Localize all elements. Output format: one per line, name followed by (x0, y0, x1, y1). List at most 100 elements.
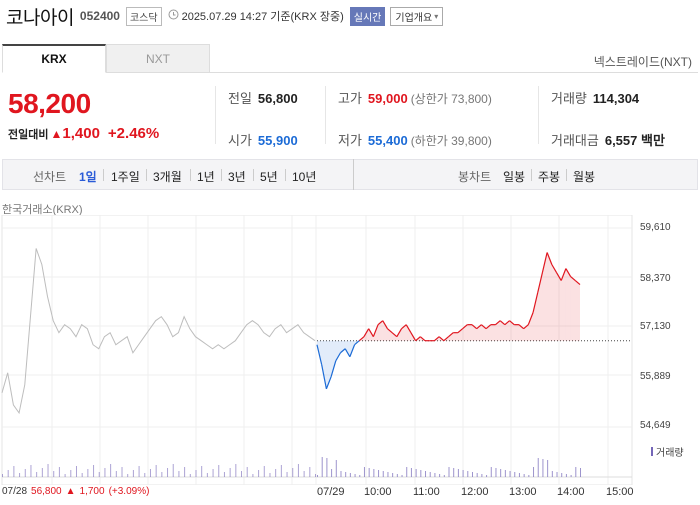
volume-bar (533, 467, 535, 477)
volume-bar (382, 471, 384, 477)
volume-bar (75, 466, 77, 477)
x-tick: 12:00 (461, 486, 489, 498)
up-triangle-icon: ▲ (65, 486, 76, 497)
volume-bar (420, 470, 422, 477)
today-line-segment (372, 324, 379, 337)
today-line-segment (330, 360, 337, 377)
company-info-button[interactable]: 기업개요 ▾ (390, 6, 444, 26)
period-10y[interactable]: 10년 (292, 170, 317, 184)
period-daily[interactable]: 일봉 (503, 170, 526, 184)
divider (221, 169, 222, 181)
volume-bar (500, 469, 502, 477)
today-fill-segment (345, 340, 350, 357)
volume-bar (561, 473, 563, 477)
volume-bar (24, 469, 26, 477)
volume-bar (331, 469, 333, 477)
today-fill-segment (523, 324, 529, 341)
up-triangle-icon: ▲ (50, 127, 63, 141)
today-line-segment (485, 324, 492, 330)
volume-bar (206, 473, 208, 477)
candle-chart-label: 봉차트 (458, 170, 492, 184)
volume-bars (2, 457, 632, 478)
volume-bar (528, 475, 530, 477)
period-3m[interactable]: 3개월 (153, 170, 182, 184)
today-line-segment (434, 336, 440, 342)
today-line-segment (405, 324, 412, 333)
divider (103, 169, 104, 181)
high-price: 고가 59,000 (상한가 73,800) (338, 88, 492, 107)
y-tick: 58,370 (640, 273, 671, 284)
chart-series-lines (1, 248, 581, 415)
volume-bar (161, 472, 163, 477)
today-fill-segment (575, 280, 580, 341)
change-amount: 1,400 (62, 125, 100, 142)
high-label: 고가 (338, 91, 362, 106)
volume-bar (93, 465, 95, 477)
volume-legend-label: 거래량 (656, 448, 684, 459)
period-bar: 선차트 1일 1주일 3개월 1년 3년 5년 10년 봉차트 일봉 주봉 월봉 (2, 159, 698, 190)
today-line-segment (316, 344, 323, 365)
today-fill-segment (570, 276, 576, 341)
period-1y[interactable]: 1년 (197, 170, 215, 184)
volume-legend: 거래량 (651, 444, 684, 459)
clock-icon (168, 9, 179, 23)
today-fill-segment (542, 252, 548, 341)
period-1d[interactable]: 1일 (79, 170, 97, 184)
today-line-segment (354, 340, 360, 346)
today-fill-segment (453, 332, 458, 341)
today-fill-segment (495, 320, 501, 341)
today-line-segment (509, 320, 515, 326)
stock-header: 코나아이 052400 코스닥 2025.07.29 14:27 기준(KRX … (0, 0, 700, 32)
period-3y[interactable]: 3년 (228, 170, 246, 184)
nxt-link[interactable]: 넥스트레이드(NXT) (593, 55, 692, 69)
line-chart-label: 선차트 (33, 170, 67, 184)
realtime-badge[interactable]: 실시간 (349, 6, 386, 26)
divider (566, 169, 567, 181)
today-fill-segment (382, 320, 388, 341)
company-info-label: 기업개요 (395, 12, 433, 24)
prev-day-date: 07/28 (2, 486, 28, 497)
tab-krx[interactable]: KRX (2, 44, 106, 73)
x-tick: 15:00 (606, 486, 634, 498)
period-monthly[interactable]: 월봉 (573, 170, 596, 184)
today-line-segment (471, 324, 478, 330)
today-line-segment (321, 364, 327, 389)
volume-bar (19, 473, 21, 477)
today-line-segment (541, 252, 548, 273)
today-line-segment (438, 336, 445, 342)
volume-bar (275, 469, 277, 477)
today-fill-segment (518, 324, 524, 341)
price-change: 전일대비 ▲ 1,400 +2.46% (8, 125, 159, 142)
today-line-segment (419, 336, 426, 342)
today-line-segment (401, 324, 407, 330)
x-tick: 07/29 (317, 486, 345, 498)
volume-bar (373, 469, 375, 477)
volume-bar (425, 471, 427, 477)
volume-bar (471, 472, 473, 477)
period-1w[interactable]: 1주일 (111, 170, 140, 184)
today-line-segment (527, 312, 534, 325)
today-fill-segment (326, 340, 332, 389)
today-line-segment (457, 328, 463, 334)
volume-bar (410, 468, 412, 477)
today-line-segment (358, 336, 365, 342)
price-chart[interactable] (0, 215, 700, 485)
today-fill-segment (406, 324, 411, 341)
divider (285, 169, 286, 181)
today-fill-segment (533, 292, 538, 341)
today-line-segment (523, 324, 529, 330)
today-fill-segment (420, 336, 426, 341)
volume-bar (315, 474, 316, 477)
tab-nxt[interactable]: NXT (106, 44, 210, 73)
period-weekly[interactable]: 주봉 (538, 170, 561, 184)
today-line-segment (556, 272, 562, 281)
volume-bar (476, 473, 478, 477)
today-fill-segment (561, 268, 566, 341)
low-price: 저가 55,400 (하한가 39,800) (338, 130, 492, 149)
period-5y[interactable]: 5년 (260, 170, 278, 184)
divider (190, 169, 191, 181)
open-label: 시가 (228, 133, 252, 148)
today-line-segment (560, 268, 567, 281)
today-line-segment (518, 324, 525, 330)
divider (146, 169, 147, 181)
